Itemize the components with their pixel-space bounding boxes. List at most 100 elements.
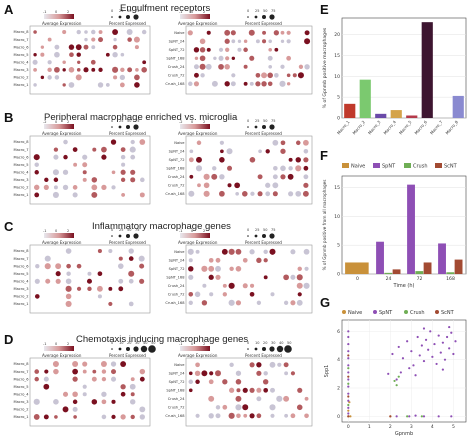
dot <box>113 37 117 42</box>
y-tick-label: 20 <box>334 32 340 38</box>
dot <box>76 286 82 291</box>
point-spnt <box>429 330 432 333</box>
dot <box>280 148 286 154</box>
dot <box>234 182 241 189</box>
panel-c-title: Inflammatory macrophage genes <box>92 221 231 232</box>
dot <box>101 414 107 420</box>
dot <box>236 388 241 393</box>
dot <box>242 283 248 289</box>
dot <box>118 278 124 284</box>
dot <box>242 191 248 197</box>
dot <box>92 369 97 374</box>
point-spnt <box>347 330 350 333</box>
dot <box>92 147 97 152</box>
dot <box>270 413 275 418</box>
y-tick-label: 10 <box>334 74 340 80</box>
dot <box>62 60 66 65</box>
dot <box>215 413 221 419</box>
dot <box>303 248 310 255</box>
size-legend-tick: 0 <box>111 119 113 123</box>
dot <box>139 406 146 413</box>
dot <box>296 299 303 306</box>
bar-scnt-72 <box>423 262 432 274</box>
point-spnt <box>454 340 457 343</box>
size-legend-tick: 75 <box>271 119 275 123</box>
dot <box>76 29 81 35</box>
dot <box>188 274 194 280</box>
dot <box>82 170 87 175</box>
dot <box>290 413 296 419</box>
dot <box>66 271 71 276</box>
dot <box>97 248 102 254</box>
dot <box>62 83 66 87</box>
legend-swatch-crush <box>404 163 411 168</box>
dot <box>188 388 193 393</box>
color-scale-tick: 2 <box>67 120 69 124</box>
x-tick-label: Macro_8 <box>444 119 459 135</box>
avg-expression-label: Average Expression <box>42 240 82 245</box>
dot <box>54 44 60 50</box>
row-label-macro_8: Macro_8 <box>14 249 30 253</box>
row-label-macro_5: Macro_5 <box>14 163 29 167</box>
dot <box>188 258 193 263</box>
dot <box>43 383 50 390</box>
x-tick-label: Macro_6 <box>413 119 428 135</box>
dot <box>290 371 296 376</box>
size-legend-dot <box>126 125 130 129</box>
dot <box>121 162 126 167</box>
dot <box>69 52 74 58</box>
dot <box>249 55 255 61</box>
row-label-spnt_24: SpNT_24 <box>169 150 186 154</box>
dot <box>32 59 38 65</box>
dot <box>194 370 201 377</box>
dot <box>62 406 69 413</box>
point-spnt <box>450 415 453 418</box>
dot <box>140 177 145 183</box>
dot <box>110 361 117 367</box>
point-crush <box>347 367 350 370</box>
point-scnt <box>347 395 350 398</box>
panel-letter-e: E <box>320 2 329 17</box>
legend-label-scnt: ScNT <box>441 310 455 316</box>
dot <box>87 286 92 292</box>
dot <box>209 292 214 297</box>
size-legend-dot <box>126 15 130 19</box>
dot <box>280 174 286 180</box>
dot <box>91 29 96 35</box>
size-legend-tick: 75 <box>135 119 139 123</box>
dot <box>82 369 87 374</box>
dot <box>91 67 96 72</box>
point-spnt <box>347 392 350 395</box>
dot <box>211 80 218 87</box>
row-label-macro_1: Macro_1 <box>14 302 29 306</box>
dot <box>255 39 260 44</box>
size-legend-dot <box>118 347 122 351</box>
dot <box>128 270 135 277</box>
dot <box>267 81 273 87</box>
dot <box>250 191 255 196</box>
bar-naive-0 <box>345 262 369 274</box>
dot <box>261 81 267 87</box>
row-label-crush_72: Crush_72 <box>168 184 185 188</box>
dot <box>303 149 309 154</box>
dot <box>274 47 279 52</box>
row-label-crush_168: Crush_168 <box>165 192 185 196</box>
point-spnt <box>412 364 415 367</box>
size-legend-dot <box>247 235 249 237</box>
dot <box>188 266 194 272</box>
dot <box>265 149 270 154</box>
point-crush <box>347 403 350 407</box>
dot <box>113 75 118 80</box>
pct-expressed-label: Percent Expressed <box>109 131 146 136</box>
point-scnt <box>347 354 350 357</box>
size-legend-dot <box>262 234 266 238</box>
point-spnt <box>414 374 417 377</box>
dot <box>53 368 59 375</box>
dot <box>280 165 286 172</box>
row-label-macro_4: Macro_4 <box>14 60 30 64</box>
dot <box>142 60 147 65</box>
dot <box>218 47 224 52</box>
y-tick-label: 0 <box>337 116 340 122</box>
dot <box>286 73 291 78</box>
dot <box>215 265 221 272</box>
